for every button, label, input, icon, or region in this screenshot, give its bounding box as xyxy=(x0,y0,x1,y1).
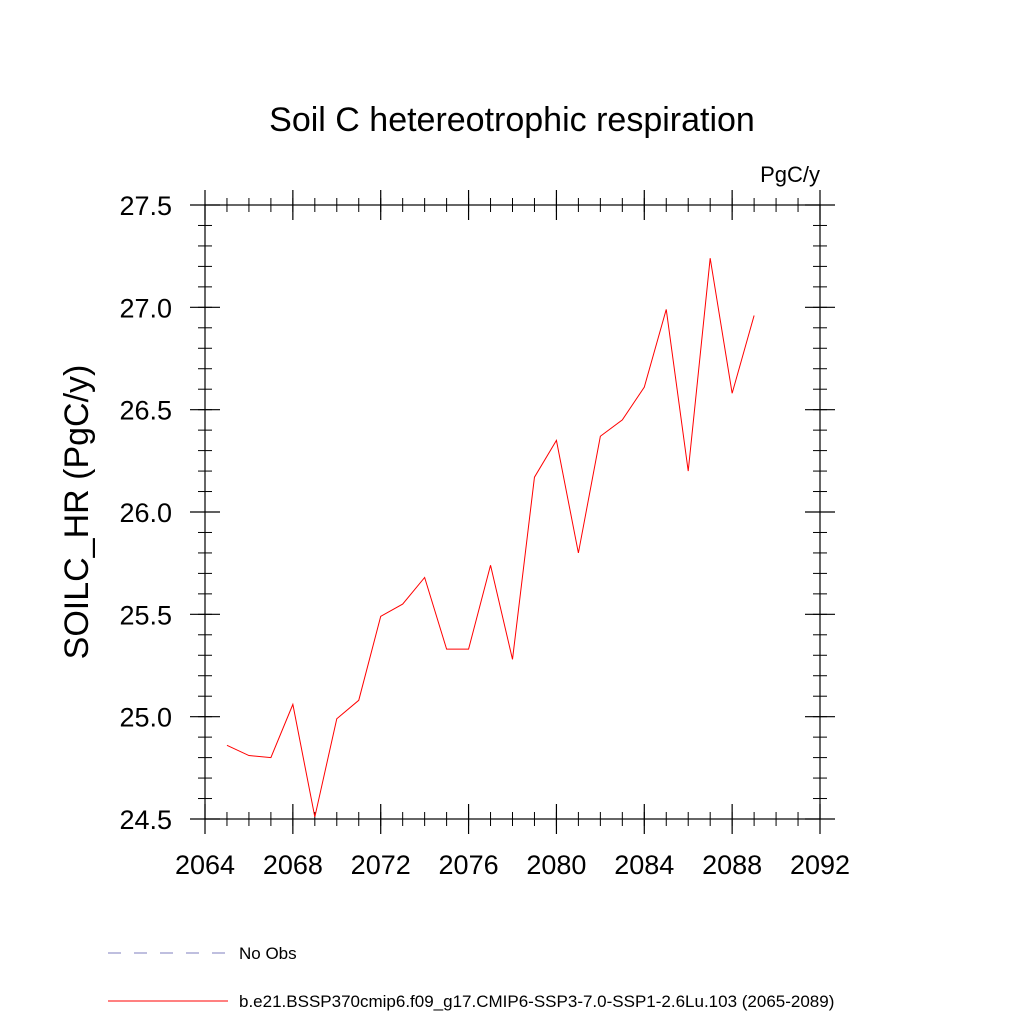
series-line xyxy=(226,258,755,818)
minor-ticks xyxy=(198,198,827,826)
x-tick-label: 2088 xyxy=(702,850,762,880)
y-tick-label: 26.0 xyxy=(119,498,172,528)
y-tick-label: 26.5 xyxy=(119,396,172,426)
y-axis-label: SOILC_HR (PgC/y) xyxy=(58,365,96,660)
y-tick-label: 27.0 xyxy=(119,293,172,323)
x-tick-label: 2080 xyxy=(526,850,586,880)
x-tick-label: 2076 xyxy=(439,850,499,880)
x-tick-label: 2072 xyxy=(351,850,411,880)
legend-label: b.e21.BSSP370cmip6.f09_g17.CMIP6-SSP3-7.… xyxy=(239,992,834,1011)
units-label: PgC/y xyxy=(760,162,820,187)
x-tick-label: 2064 xyxy=(175,850,235,880)
series-layer xyxy=(226,258,755,818)
y-tick-label: 24.5 xyxy=(119,805,172,835)
y-tick-label: 25.0 xyxy=(119,703,172,733)
x-tick-labels: 2064 2068 2072 2076 2080 2084 2088 2092 xyxy=(175,850,850,880)
legend-label: No Obs xyxy=(239,944,297,963)
x-tick-label: 2092 xyxy=(790,850,850,880)
plot-frame xyxy=(204,204,821,820)
major-ticks xyxy=(190,190,835,834)
x-tick-label: 2084 xyxy=(614,850,674,880)
chart-title: Soil C hetereotrophic respiration xyxy=(269,101,755,139)
y-tick-label: 27.5 xyxy=(119,191,172,221)
x-tick-label: 2068 xyxy=(263,850,323,880)
legend: No Obs b.e21.BSSP370cmip6.f09_g17.CMIP6-S… xyxy=(108,944,834,1011)
y-tick-label: 25.5 xyxy=(119,600,172,630)
y-tick-labels: 24.5 25.0 25.5 26.0 26.5 27.0 27.5 xyxy=(119,191,172,835)
